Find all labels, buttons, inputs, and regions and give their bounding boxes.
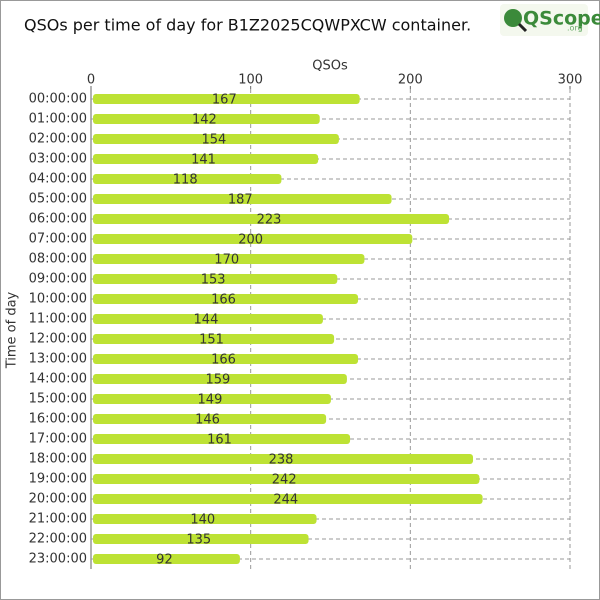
value-label: 92 <box>156 553 173 568</box>
bar <box>93 334 335 344</box>
value-label: 242 <box>272 473 297 488</box>
y-tick-label: 07:00:00 <box>29 232 87 247</box>
value-label: 200 <box>238 233 263 248</box>
bar <box>93 194 392 204</box>
y-tick-label: 22:00:00 <box>29 532 87 547</box>
value-label: 151 <box>199 333 224 348</box>
value-label: 167 <box>212 93 237 108</box>
value-label: 135 <box>186 533 211 548</box>
y-tick-label: 16:00:00 <box>29 412 87 427</box>
y-tick-label: 18:00:00 <box>29 452 87 467</box>
value-label: 118 <box>173 173 198 188</box>
value-label: 144 <box>194 313 219 328</box>
value-label: 223 <box>257 213 282 228</box>
y-tick-label: 14:00:00 <box>29 372 87 387</box>
value-label: 187 <box>228 193 253 208</box>
bar <box>93 434 351 444</box>
bar <box>93 274 338 284</box>
y-axis-label: Time of day <box>5 291 20 369</box>
value-label: 140 <box>190 513 215 528</box>
x-axis-label: QSOs <box>312 59 348 74</box>
y-tick-label: 01:00:00 <box>29 112 87 127</box>
bar <box>93 554 240 564</box>
bar <box>93 94 360 104</box>
x-tick-label: 0 <box>87 73 95 88</box>
bar <box>93 454 474 464</box>
bar <box>93 214 450 224</box>
logo-text: QScope <box>523 8 600 30</box>
bar <box>93 374 347 384</box>
bar <box>93 154 319 164</box>
value-label: 154 <box>202 133 227 148</box>
y-tick-label: 05:00:00 <box>29 192 87 207</box>
bar <box>93 474 480 484</box>
logo: QScope .org <box>500 4 600 36</box>
value-label: 141 <box>191 153 216 168</box>
value-label: 149 <box>198 393 223 408</box>
value-label: 159 <box>206 373 231 388</box>
bar <box>93 314 323 324</box>
bar <box>93 534 309 544</box>
bar <box>93 234 413 244</box>
y-tick-label: 12:00:00 <box>29 332 87 347</box>
y-tick-label: 20:00:00 <box>29 492 87 507</box>
y-tick-label: 02:00:00 <box>29 132 87 147</box>
value-label: 161 <box>207 433 232 448</box>
y-tick-label: 03:00:00 <box>29 152 87 167</box>
bar <box>93 114 320 124</box>
value-label: 153 <box>201 273 226 288</box>
x-tick-label: 300 <box>558 73 583 88</box>
x-tick-label: 200 <box>398 73 423 88</box>
logo-handle <box>517 22 528 33</box>
y-tick-label: 17:00:00 <box>29 432 87 447</box>
bar <box>93 514 317 524</box>
y-tick-label: 10:00:00 <box>29 292 87 307</box>
y-tick-label: 23:00:00 <box>29 552 87 567</box>
y-tick-label: 21:00:00 <box>29 512 87 527</box>
bar <box>93 354 359 364</box>
y-tick-label: 06:00:00 <box>29 212 87 227</box>
value-label: 146 <box>195 413 220 428</box>
bar <box>93 394 331 404</box>
value-label: 142 <box>192 113 217 128</box>
value-label: 166 <box>211 353 236 368</box>
bar <box>93 494 483 504</box>
y-tick-label: 19:00:00 <box>29 472 87 487</box>
value-label: 170 <box>214 253 239 268</box>
y-tick-label: 04:00:00 <box>29 172 87 187</box>
x-tick-label: 100 <box>238 73 263 88</box>
bar <box>93 174 282 184</box>
bar <box>93 294 359 304</box>
y-tick-label: 00:00:00 <box>29 92 87 107</box>
y-tick-label: 09:00:00 <box>29 272 87 287</box>
logo-icon <box>504 9 522 27</box>
value-label: 244 <box>273 493 298 508</box>
y-tick-label: 11:00:00 <box>29 312 87 327</box>
value-label: 166 <box>211 293 236 308</box>
bar <box>93 134 339 144</box>
bar <box>93 414 327 424</box>
y-tick-label: 15:00:00 <box>29 392 87 407</box>
y-tick-label: 13:00:00 <box>29 352 87 367</box>
logo-suffix: .org <box>567 24 583 33</box>
chart-title: QSOs per time of day for B1Z2025CQWPXCW … <box>24 16 471 35</box>
y-tick-label: 08:00:00 <box>29 252 87 267</box>
bar <box>93 254 365 264</box>
value-label: 238 <box>269 453 294 468</box>
